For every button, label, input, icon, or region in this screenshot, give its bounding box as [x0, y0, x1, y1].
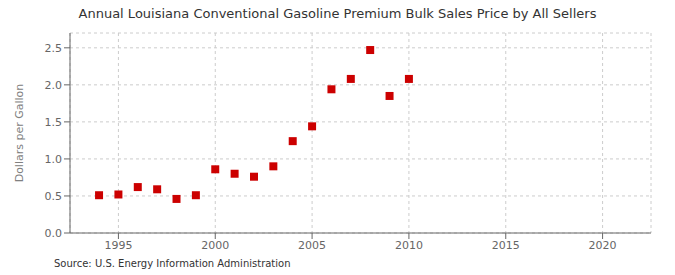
svg-text:1.5: 1.5: [45, 116, 63, 129]
svg-text:2020: 2020: [589, 239, 617, 252]
svg-text:0.0: 0.0: [45, 227, 63, 240]
svg-text:2.5: 2.5: [45, 42, 63, 55]
svg-text:1.0: 1.0: [45, 153, 63, 166]
html-text:Source: U.S. Energy Informatio: Source: U.S. Energy Information Administ…: [54, 258, 291, 269]
svg-text:2005: 2005: [298, 239, 326, 252]
svg-text:2015: 2015: [492, 239, 520, 252]
svg-text:2000: 2000: [201, 239, 229, 252]
html-text:Annual Louisiana Conventional: Annual Louisiana Conventional Gasoline P…: [78, 6, 597, 21]
svg-text:0.5: 0.5: [45, 190, 63, 203]
svg-text:2010: 2010: [395, 239, 423, 252]
svg-text:Dollars per Gallon: Dollars per Gallon: [13, 84, 26, 183]
svg-text:2.0: 2.0: [45, 79, 63, 92]
svg-text:1995: 1995: [104, 239, 132, 252]
